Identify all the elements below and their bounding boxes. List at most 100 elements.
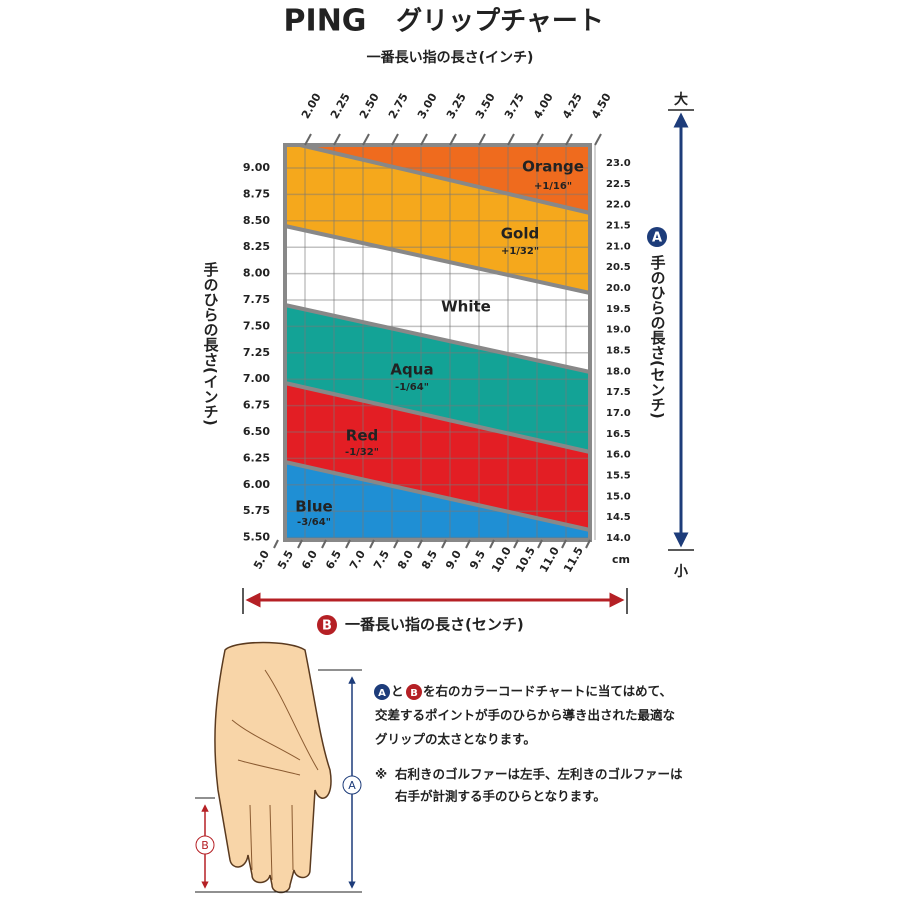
note-mark: ※ [375,767,387,782]
badge [374,684,390,700]
tick-mark [507,133,515,146]
tick-mark [321,539,327,549]
band-aqua [285,305,590,452]
band-label: Red [346,427,378,445]
small: 小 [674,564,688,580]
badge-text: B [410,688,418,699]
band-size: +1/16" [534,181,572,192]
right-tick-label: 16.0 [606,450,631,461]
right-axis-label: 手のひらの長さ(センチ) [649,254,667,419]
tick-mark [449,133,457,146]
band-white [285,226,590,372]
left-tick-label: 9.00 [243,161,270,174]
left-tick-label: 7.75 [243,293,270,306]
tick-mark [420,133,428,146]
band-size: -3/64" [297,517,331,528]
left-tick-label: 6.25 [243,451,270,464]
band-label: Orange [522,158,584,176]
tick-mark [478,133,486,146]
right-tick-label: 17.5 [606,387,631,398]
top-tick-label: 2.25 [328,91,353,121]
right-tick-label: 18.0 [606,366,631,377]
instruction-text: を右のカラーコードチャートに当てはめて、 [423,684,672,699]
right-tick-label: 22.5 [606,179,631,190]
bottom-tick-label: 6.5 [323,548,344,571]
top-tick-label: 4.25 [560,91,585,121]
cm-unit: cm [612,553,630,566]
badge [647,227,667,247]
badge-text: B [322,619,332,634]
tick-mark [345,539,351,549]
badge-text: A [378,688,386,699]
tick-mark [273,539,279,549]
top-tick-label: 3.00 [415,91,440,121]
right-tick-label: 17.0 [606,408,631,419]
left-axis-label: 手のひらの長さ(インチ) [202,261,220,426]
right-tick-label: 15.5 [606,470,631,481]
tick-mark [536,133,544,146]
tick-mark [393,539,399,549]
band-label: White [441,298,491,316]
bottom-tick-label: 10.0 [489,544,514,574]
big: 大 [674,91,688,108]
band-label: Blue [295,498,332,516]
tick-mark [537,539,543,549]
bottom-axis-label: 一番長い指の長さ(センチ) [345,616,524,634]
band-size: -1/64" [395,382,429,393]
right-tick-label: 15.0 [606,491,631,502]
badge-text: B [201,839,209,852]
bottom-tick-label: 11.5 [561,545,586,575]
title: グリップチャート [396,7,604,37]
top-tick-label: 4.50 [589,91,614,121]
tick-mark [585,539,591,549]
left-tick-label: 7.50 [243,319,270,332]
right-tick-label: 18.5 [606,345,631,356]
top-tick-label: 3.50 [473,91,498,121]
tick-mark [333,133,341,146]
right-tick-label: 20.0 [606,283,631,294]
bottom-tick-label: 6.0 [299,548,320,572]
band-label: Gold [501,225,540,243]
instruction-text: グリップの太さとなります。 [375,732,536,747]
badge [342,775,362,795]
tick-mark [297,539,303,549]
bottom-tick-label: 8.0 [395,548,416,572]
tick-mark [565,133,573,146]
tick-mark [362,133,370,146]
top-tick-label: 4.00 [531,91,556,121]
right-tick-label: 14.5 [606,512,631,523]
bottom-tick-label: 10.5 [513,545,538,575]
tick-mark [369,539,375,549]
right-tick-label: 16.5 [606,429,631,440]
tick-mark [441,539,447,549]
right-tick-label: 21.5 [606,220,631,231]
right-tick-label: 22.0 [606,200,631,211]
instruction-text: と [391,684,404,699]
left-tick-label: 7.00 [243,372,270,385]
left-tick-label: 6.00 [243,478,270,491]
tick-mark [594,133,602,146]
top-tick-label: 2.50 [357,91,382,121]
left-tick-label: 8.00 [243,267,270,280]
band-size: -1/32" [345,447,379,458]
left-tick-label: 6.50 [243,425,270,438]
badge [195,835,215,855]
note-text: 右利きのゴルファーは左手、左利きのゴルファーは [394,767,683,782]
tick-mark [465,539,471,549]
band-size: +1/32" [501,246,539,257]
top-axis-label: 一番長い指の長さ(インチ) [367,49,534,66]
right-tick-label: 23.0 [606,158,631,169]
hand [195,641,362,894]
bottom-tick-label: 5.0 [251,548,272,572]
tick-mark [391,133,399,146]
top-tick-label: 3.25 [444,91,469,121]
left-tick-label: 8.25 [243,240,270,253]
left-tick-label: 5.75 [243,504,270,517]
top-tick-label: 2.75 [386,91,411,121]
badge-text: A [348,779,356,792]
ticks: 2.00 2.25 2.50 2.75 3.00 3.25 3.50 3.75 4.00 4.25… [243,91,631,575]
instruction-text: 交差するポイントが手のひらから導き出された最適な [375,708,675,723]
bottom-tick-label: 5.5 [275,548,296,571]
band-gold [285,145,590,293]
